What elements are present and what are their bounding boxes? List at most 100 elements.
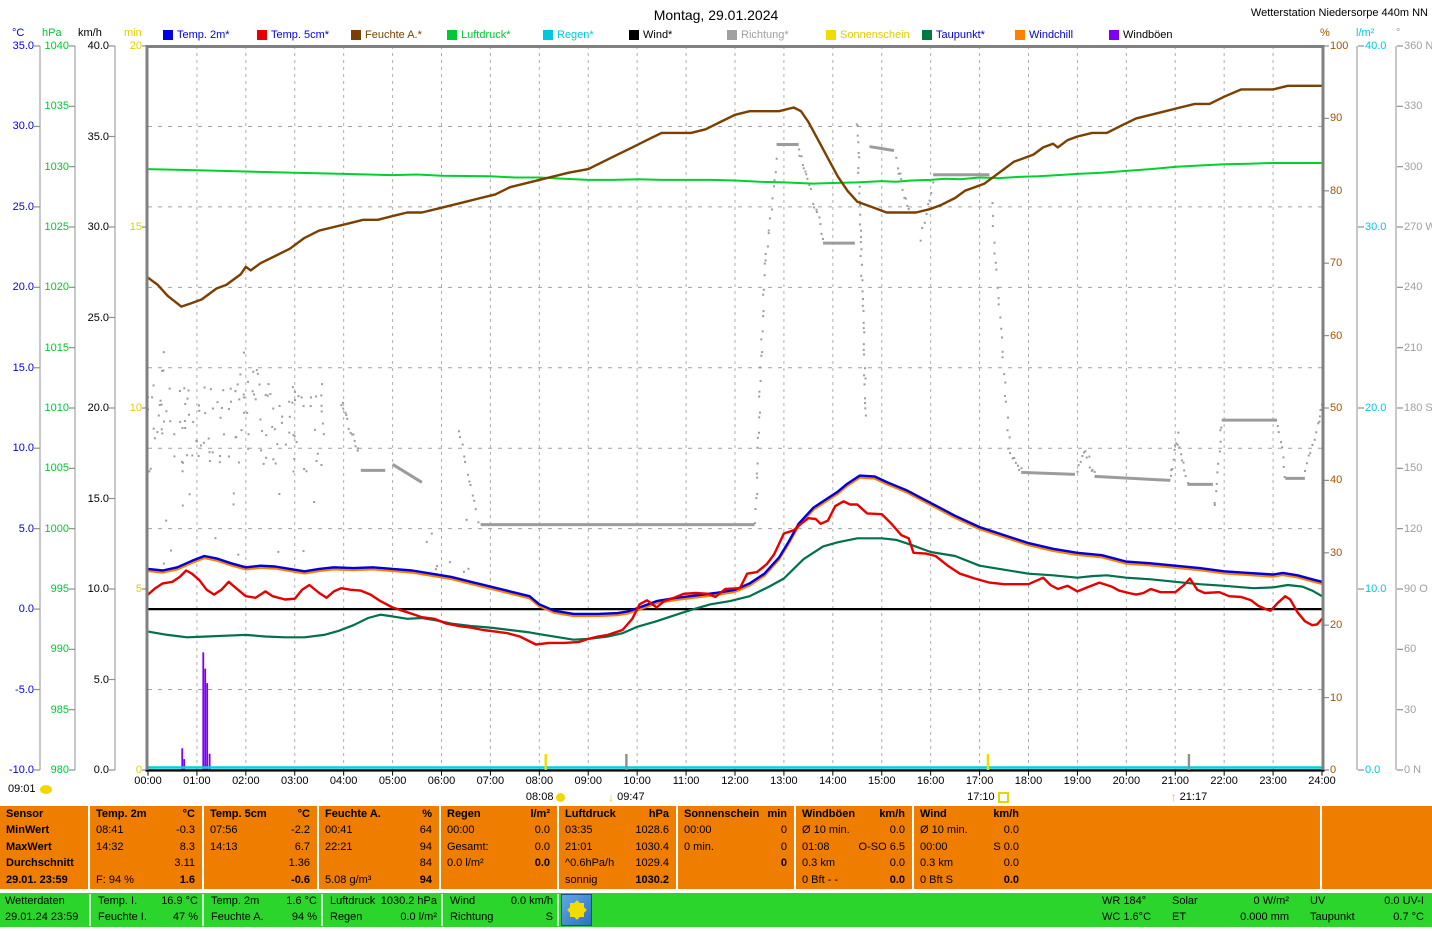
axis-tick-hPa: 1020 bbox=[44, 281, 69, 294]
axis-tick-deg: 330 bbox=[1404, 100, 1423, 113]
statusbar-row: Luftdruck 1030.2 hPa bbox=[325, 893, 441, 909]
axis-tick-hPa: 1030 bbox=[44, 160, 69, 173]
table-cell-value: 8.3 bbox=[179, 840, 195, 853]
table-cell-label: 14:13 bbox=[210, 840, 238, 853]
moonset-arrow-down-icon: ↓ bbox=[608, 790, 615, 804]
statusbar-row: Solar 0 W/m² bbox=[1167, 893, 1293, 909]
axis-tick-deg: 210 bbox=[1404, 341, 1423, 354]
axis-tick-pct: 20 bbox=[1330, 619, 1343, 632]
statusbar-row: ET 0.000 mm bbox=[1167, 909, 1293, 925]
axis-tick-kmh: 15.0 bbox=[87, 492, 109, 505]
statusbar-value: 16.9 °C bbox=[161, 895, 198, 907]
table-cell-value: 1.36 bbox=[288, 857, 310, 870]
moonrise-arrow-up-icon: ↑ bbox=[1170, 790, 1177, 804]
table-row: 0 Bft S 0.0 bbox=[914, 872, 1026, 888]
table-cell-label: Gesamt: bbox=[447, 840, 489, 853]
statusbar-label: Taupunkt bbox=[1310, 911, 1355, 923]
statusbar-row: Feuchte A. 94 % bbox=[206, 909, 321, 925]
table-row: -0.6 bbox=[204, 872, 317, 888]
x-tick-label: 15:00 bbox=[867, 775, 896, 787]
axis-tick-pct: 30 bbox=[1330, 546, 1343, 559]
axis-tick-deg: 0 N bbox=[1404, 764, 1422, 776]
table-header: Sensor bbox=[6, 808, 44, 820]
table-unit: km/h bbox=[879, 808, 905, 820]
legend-swatch-regen-icon bbox=[543, 30, 553, 40]
axis-tick-kmh: 5.0 bbox=[93, 673, 109, 686]
x-tick-label: 14:00 bbox=[819, 775, 847, 787]
x-tick-label: 08:00 bbox=[525, 775, 554, 787]
event-marker-21-17: ↑ 21:17 bbox=[1154, 791, 1224, 803]
legend-item-windb-en: Windböen bbox=[1109, 29, 1173, 41]
table-cell-value: 1028.6 bbox=[635, 824, 669, 837]
x-tick-label: 03:00 bbox=[280, 775, 309, 787]
statusbar-section-temp-i: Temp. I. 16.9 °C Feuchte I. 47 % bbox=[93, 893, 202, 927]
table-cell-label: 5.08 g/m³ bbox=[325, 873, 372, 886]
event-marker-09-47: ↓ 09:47 bbox=[591, 791, 661, 803]
axis-tick-deg: 120 bbox=[1404, 522, 1423, 535]
statusbar-value: 0 W/m² bbox=[1253, 895, 1289, 907]
legend-label: Temp. 2m* bbox=[177, 29, 230, 41]
series-windb-en bbox=[181, 652, 211, 770]
statusbar-row: Wetterdaten bbox=[0, 893, 89, 909]
daylight-sun-icon bbox=[39, 784, 52, 794]
table-cell-value: -2.2 bbox=[291, 824, 310, 837]
table-row: 0 min. 0 bbox=[678, 839, 794, 855]
statusbar-section-temp-2m: Temp. 2m 1.6 °C Feuchte A. 94 % bbox=[206, 893, 321, 927]
x-tick-label: 13:00 bbox=[770, 775, 798, 787]
legend-label: Windböen bbox=[1123, 29, 1173, 41]
table-cell-label: 0 Bft S bbox=[920, 873, 954, 886]
axis-unit-: ° bbox=[1396, 27, 1401, 39]
table-row: 0.3 km 0.0 bbox=[914, 855, 1026, 871]
statusbar-row: WC 1.6°C bbox=[1097, 909, 1163, 925]
table-cell-value: 0 bbox=[780, 857, 787, 870]
x-tick-label: 19:00 bbox=[1063, 775, 1092, 787]
statusbar-value: 0.0 UV-I bbox=[1384, 895, 1424, 907]
axis-tick-deg: 150 bbox=[1404, 462, 1423, 475]
table-row: F: 94 % 1.6 bbox=[90, 872, 202, 888]
statusbar-label: Regen bbox=[330, 911, 363, 923]
statusbar-section-wetterdaten: Wetterdaten 29.01.24 23:59 bbox=[0, 893, 89, 927]
axis-tick-pct: 90 bbox=[1330, 112, 1343, 125]
sunset-square-icon bbox=[997, 791, 1009, 803]
x-tick-label: 02:00 bbox=[232, 775, 260, 787]
statusbar-section-wind: Wind 0.0 km/h Richtung S bbox=[445, 893, 557, 927]
table-row: 5.08 g/m³ 94 bbox=[319, 872, 439, 888]
table-cell-value: 6.7 bbox=[294, 840, 310, 853]
axis-tick-hPa: 1000 bbox=[44, 522, 69, 535]
axis-tick-deg: 360 N bbox=[1404, 40, 1432, 52]
axis-tick-degC: 30.0 bbox=[12, 120, 34, 133]
axis-tick-lm2: 40.0 bbox=[1365, 40, 1387, 52]
table-header-row: Wind km/h bbox=[914, 806, 1026, 822]
table-header-row: Sonnenschein min bbox=[678, 806, 794, 822]
page-title: Montag, 29.01.2024 bbox=[653, 7, 779, 23]
axis-tick-hPa: 1005 bbox=[44, 462, 69, 475]
station-label: Wetterstation Niedersorpe 440m NN bbox=[1250, 7, 1428, 19]
axis-tick-degC: -5.0 bbox=[15, 683, 34, 696]
statusbar-divider bbox=[202, 894, 204, 926]
axis-tick-kmh: 35.0 bbox=[87, 130, 109, 143]
statusbar-label: 29.01.24 23:59 bbox=[5, 911, 79, 923]
axis-tick-deg: 270 W bbox=[1404, 221, 1432, 233]
table-cell-value: S 0.0 bbox=[993, 840, 1019, 853]
axis-tick-pct: 80 bbox=[1330, 184, 1343, 197]
legend-item-luftdruck: Luftdruck* bbox=[447, 29, 511, 41]
table-row: 00:00 S 0.0 bbox=[914, 839, 1026, 855]
series-taupunkt bbox=[146, 537, 1324, 641]
legend-swatch-sonnenschein-icon bbox=[826, 30, 836, 40]
legend-swatch-windchill-icon bbox=[1015, 30, 1025, 40]
statusbar-label: Temp. 2m bbox=[211, 895, 260, 907]
x-tick-label: 05:00 bbox=[378, 775, 407, 787]
x-tick-label: 09:00 bbox=[574, 775, 603, 787]
table-cell-label: 0.0 l/m² bbox=[447, 857, 484, 870]
table-column-temp-5cm: Temp. 5cm °C 07:56 -2.2 14:13 6.7 1.36 -0.6 bbox=[204, 806, 319, 889]
table-unit: km/h bbox=[993, 808, 1019, 820]
table-cell-value: O-SO 6.5 bbox=[858, 840, 905, 853]
axis-tick-kmh: 40.0 bbox=[87, 40, 109, 52]
legend-swatch-windb-en-icon bbox=[1109, 30, 1119, 40]
axis-tick-deg: 300 bbox=[1404, 160, 1423, 173]
table-cell-value: 94 bbox=[419, 840, 432, 853]
axis-unit-: % bbox=[1320, 27, 1330, 39]
series-feuchte-a bbox=[146, 84, 1324, 308]
axis-tick-pct: 40 bbox=[1330, 474, 1343, 487]
